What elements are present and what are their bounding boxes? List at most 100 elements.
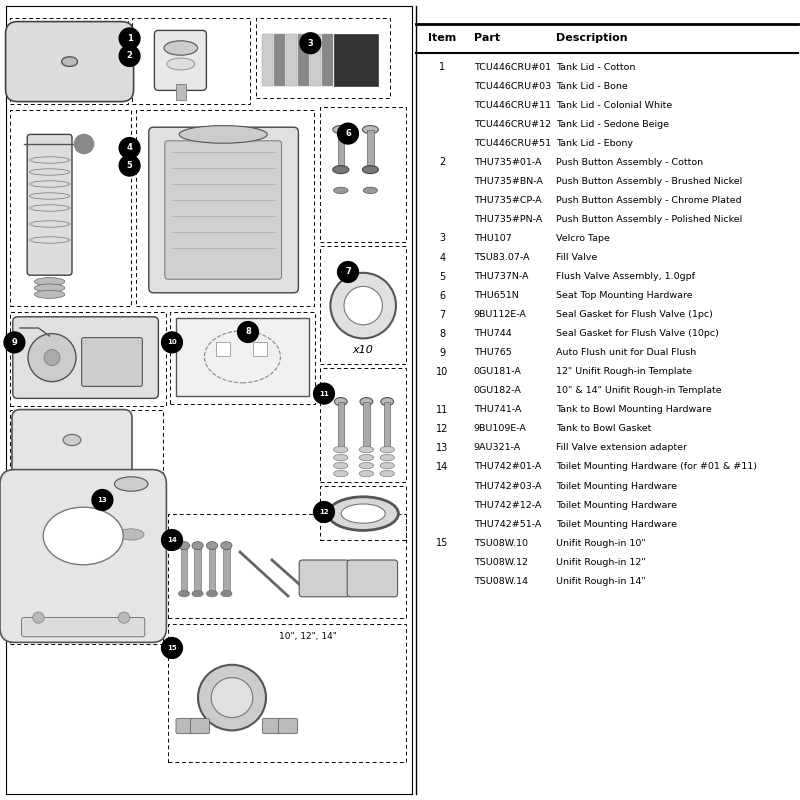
Bar — [320, 246, 406, 364]
Text: Seal Gasket for Flush Valve (10pc): Seal Gasket for Flush Valve (10pc) — [556, 329, 719, 338]
Text: 1: 1 — [439, 62, 446, 72]
Text: Push Button Assembly - Chrome Plated: Push Button Assembly - Chrome Plated — [556, 196, 742, 205]
Bar — [334, 34, 378, 86]
Text: 8: 8 — [439, 329, 446, 338]
FancyBboxPatch shape — [190, 718, 210, 734]
Ellipse shape — [192, 542, 203, 550]
Text: 6: 6 — [439, 290, 446, 301]
Text: 0GU182-A: 0GU182-A — [474, 386, 522, 395]
Ellipse shape — [334, 470, 348, 477]
Ellipse shape — [328, 497, 398, 530]
Ellipse shape — [198, 665, 266, 730]
Bar — [286, 34, 297, 86]
Text: 12: 12 — [436, 424, 449, 434]
FancyBboxPatch shape — [154, 30, 206, 90]
Text: Push Button Assembly - Cotton: Push Button Assembly - Cotton — [556, 158, 703, 167]
Text: THU742#51-A: THU742#51-A — [474, 519, 541, 529]
Ellipse shape — [344, 286, 382, 325]
Text: 9BU109E-A: 9BU109E-A — [474, 424, 526, 434]
Bar — [298, 34, 309, 86]
Ellipse shape — [341, 504, 386, 523]
Circle shape — [33, 612, 44, 623]
Text: 10: 10 — [167, 339, 177, 346]
Text: TSU08W.12: TSU08W.12 — [474, 558, 527, 566]
FancyBboxPatch shape — [13, 317, 158, 398]
Text: 1: 1 — [126, 34, 133, 43]
Ellipse shape — [380, 454, 394, 461]
Circle shape — [74, 134, 94, 154]
Text: Description: Description — [556, 34, 628, 43]
Text: THU741-A: THU741-A — [474, 406, 521, 414]
Ellipse shape — [34, 290, 65, 298]
Text: THU742#03-A: THU742#03-A — [474, 482, 541, 490]
Circle shape — [119, 155, 140, 176]
Bar — [10, 110, 131, 306]
Ellipse shape — [334, 446, 348, 453]
Text: THU737N-A: THU737N-A — [474, 272, 528, 281]
Ellipse shape — [114, 477, 148, 491]
Ellipse shape — [221, 542, 232, 550]
Text: THU735#CP-A: THU735#CP-A — [474, 196, 542, 205]
Ellipse shape — [334, 462, 348, 469]
Bar — [176, 318, 309, 396]
Text: Seal Gasket for Flush Valve (1pc): Seal Gasket for Flush Valve (1pc) — [556, 310, 713, 319]
Ellipse shape — [211, 678, 253, 718]
Text: 0GU181-A: 0GU181-A — [474, 367, 522, 376]
Text: 7: 7 — [439, 310, 446, 320]
Text: TSU83.07-A: TSU83.07-A — [474, 253, 529, 262]
Text: TCU446CRU#51: TCU446CRU#51 — [474, 138, 550, 148]
Bar — [256, 18, 390, 98]
FancyBboxPatch shape — [22, 618, 145, 637]
Ellipse shape — [334, 454, 348, 461]
Text: Toilet Mounting Hardware: Toilet Mounting Hardware — [556, 519, 677, 529]
Circle shape — [338, 123, 358, 144]
Text: 2: 2 — [126, 51, 133, 61]
Bar — [310, 34, 321, 86]
Bar — [253, 342, 267, 356]
Bar — [10, 410, 163, 644]
Bar — [322, 34, 333, 86]
Circle shape — [4, 332, 25, 353]
Text: 4: 4 — [126, 143, 133, 153]
Text: Seat Top Mounting Hardware: Seat Top Mounting Hardware — [556, 291, 693, 300]
Text: TCU446CRU#11: TCU446CRU#11 — [474, 101, 550, 110]
Text: THU735#PN-A: THU735#PN-A — [474, 215, 542, 224]
Ellipse shape — [333, 166, 349, 174]
Text: Toilet Mounting Hardware (for #01 & #11): Toilet Mounting Hardware (for #01 & #11) — [556, 462, 757, 471]
Text: 5: 5 — [126, 161, 133, 170]
Bar — [136, 110, 314, 306]
Text: THU735#BN-A: THU735#BN-A — [474, 177, 542, 186]
Text: THU651N: THU651N — [474, 291, 518, 300]
FancyBboxPatch shape — [0, 470, 166, 642]
Text: 6: 6 — [345, 129, 351, 138]
Text: THU742#01-A: THU742#01-A — [474, 462, 541, 471]
Text: Auto Flush unit for Dual Flush: Auto Flush unit for Dual Flush — [556, 348, 696, 358]
Bar — [363, 402, 370, 448]
Bar — [168, 624, 406, 762]
Text: 13: 13 — [436, 443, 449, 453]
Bar — [98, 472, 163, 550]
Text: 10: 10 — [436, 366, 449, 377]
Bar — [320, 486, 406, 540]
Ellipse shape — [34, 278, 65, 286]
Bar — [262, 34, 273, 86]
Ellipse shape — [62, 57, 78, 66]
FancyBboxPatch shape — [82, 338, 142, 386]
Ellipse shape — [192, 590, 203, 597]
Ellipse shape — [164, 41, 198, 55]
Bar — [176, 84, 186, 100]
Bar — [274, 34, 285, 86]
FancyBboxPatch shape — [6, 22, 134, 102]
Ellipse shape — [63, 434, 81, 446]
Text: Part: Part — [474, 34, 500, 43]
Text: TCU446CRU#12: TCU446CRU#12 — [474, 120, 550, 129]
Text: Toilet Mounting Hardware: Toilet Mounting Hardware — [556, 501, 677, 510]
FancyBboxPatch shape — [104, 480, 158, 540]
Text: Tank Lid - Sedone Beige: Tank Lid - Sedone Beige — [556, 120, 669, 129]
Text: Unifit Rough-in 10": Unifit Rough-in 10" — [556, 538, 646, 548]
Bar — [338, 402, 344, 448]
Text: Tank Lid - Colonial White: Tank Lid - Colonial White — [556, 101, 672, 110]
Text: 13: 13 — [98, 497, 107, 503]
Ellipse shape — [359, 454, 374, 461]
Ellipse shape — [359, 446, 374, 453]
